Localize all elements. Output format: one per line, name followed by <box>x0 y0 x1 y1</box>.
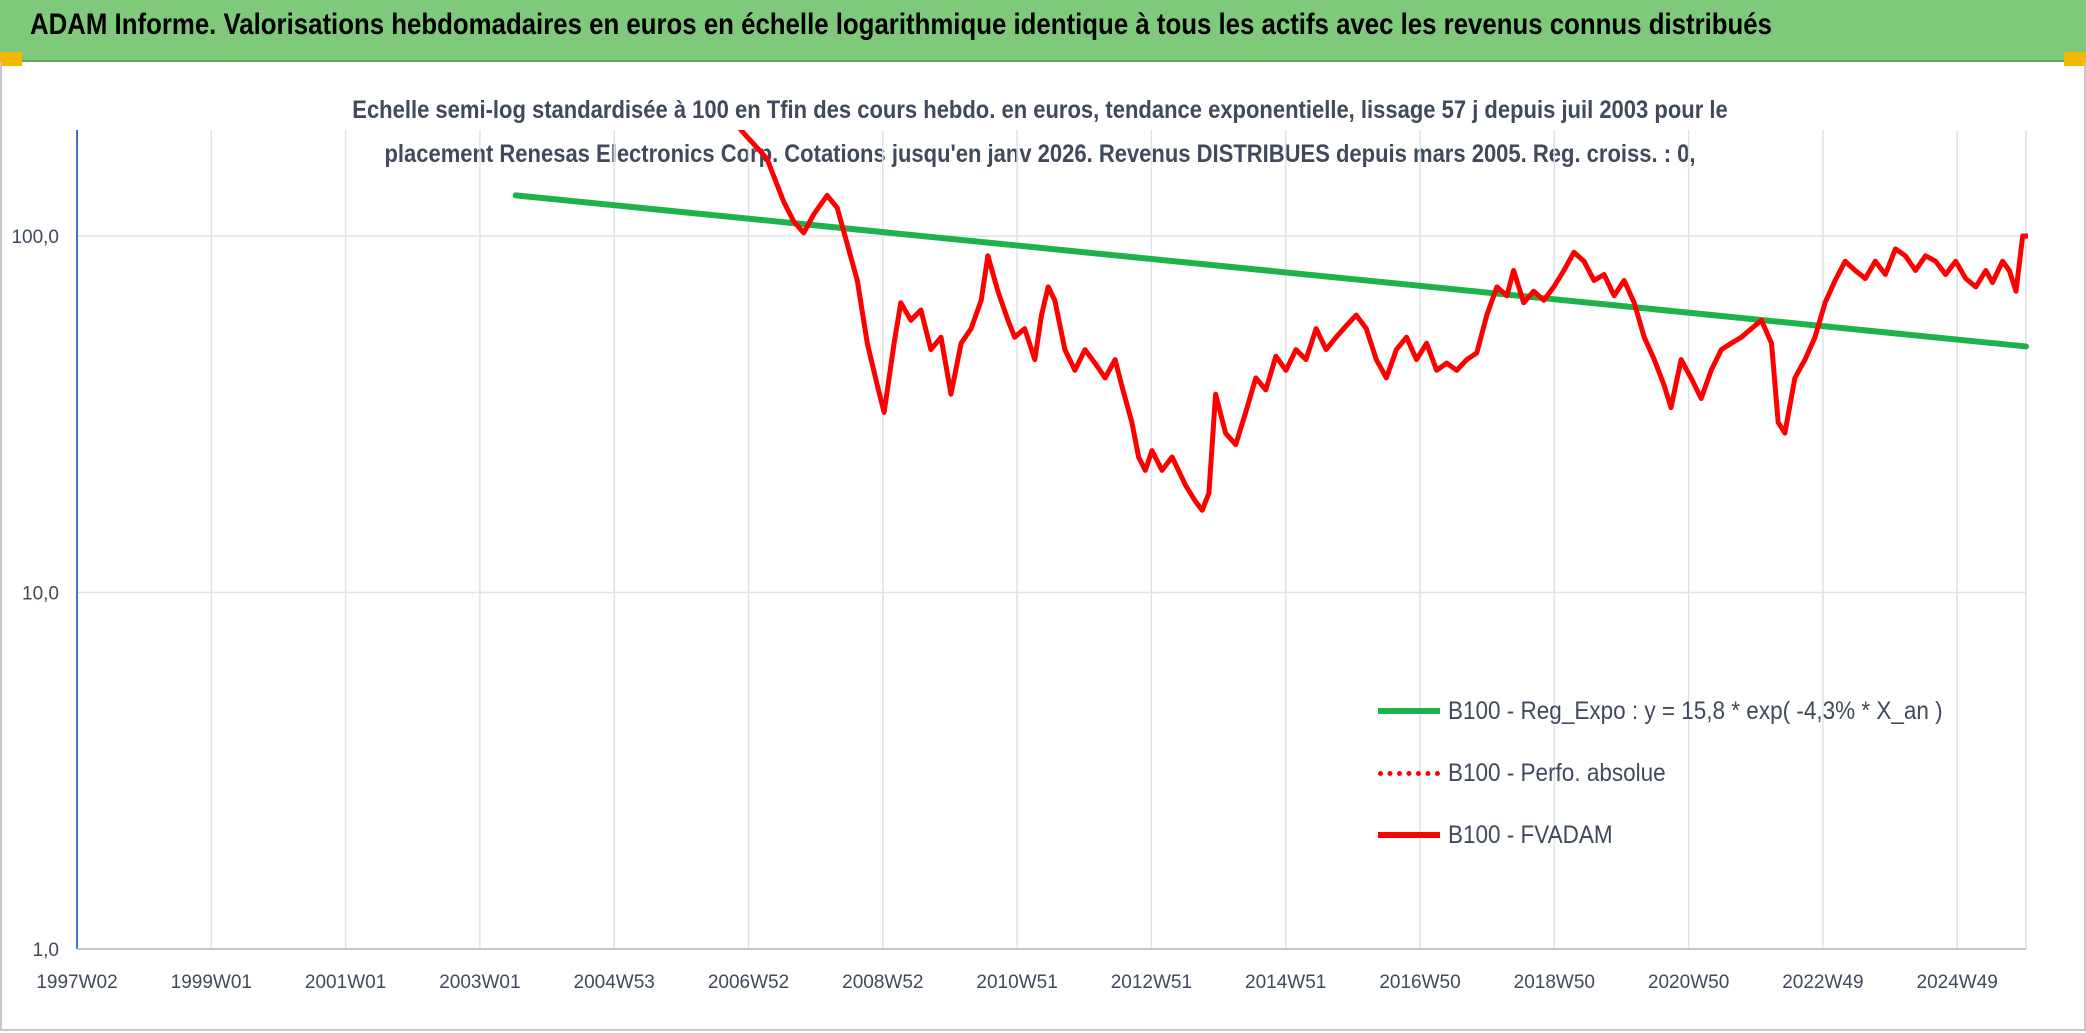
legend-item-reg-expo: B100 - Reg_Expo : y = 15,8 * exp( -4,3% … <box>1378 680 1998 742</box>
chart-legend: B100 - Reg_Expo : y = 15,8 * exp( -4,3% … <box>1378 680 1998 866</box>
x-tick-label: 2006W52 <box>708 972 789 993</box>
x-tick-label: 2003W01 <box>439 972 520 993</box>
subtitle-line-1: Echelle semi-log standardisée à 100 en T… <box>352 96 1728 124</box>
legend-swatch-perfo <box>1378 770 1440 776</box>
title-banner: ADAM Informe. Valorisations hebdomadaire… <box>0 0 2086 62</box>
x-tick-label: 2012W51 <box>1111 972 1192 993</box>
x-tick-label: 2010W51 <box>976 972 1057 993</box>
corner-mark-left <box>0 52 22 66</box>
y-tick-label: 100,0 <box>11 227 59 248</box>
x-tick-label: 1997W02 <box>36 972 117 993</box>
legend-label-perfo: B100 - Perfo. absolue <box>1448 758 1666 787</box>
chart-subtitle: Echelle semi-log standardisée à 100 en T… <box>250 88 1830 176</box>
y-tick-label: 10,0 <box>22 584 59 605</box>
x-tick-label: 2008W52 <box>842 972 923 993</box>
x-tick-label: 2001W01 <box>305 972 386 993</box>
legend-swatch-reg-expo <box>1378 708 1440 714</box>
legend-label-reg-expo: B100 - Reg_Expo : y = 15,8 * exp( -4,3% … <box>1448 696 1943 725</box>
corner-mark-right <box>2064 52 2086 66</box>
chart-frame <box>0 62 2086 1031</box>
legend-label-fvadam: B100 - FVADAM <box>1448 820 1613 849</box>
x-tick-label: 2016W50 <box>1379 972 1460 993</box>
legend-item-fvadam: B100 - FVADAM <box>1378 804 1998 866</box>
x-tick-label: 2024W49 <box>1917 972 1998 993</box>
subtitle-line-2: placement Renesas Electronics Corp. Cota… <box>384 140 1696 168</box>
x-tick-label: 2014W51 <box>1245 972 1326 993</box>
series-reg-expo-line <box>512 192 2029 350</box>
x-tick-label: 1999W01 <box>171 972 252 993</box>
legend-item-perfo: B100 - Perfo. absolue <box>1378 742 1998 804</box>
series-fvadam-line <box>737 130 2028 513</box>
x-tick-label: 2004W53 <box>574 972 655 993</box>
report-title: ADAM Informe. Valorisations hebdomadaire… <box>30 8 1772 41</box>
x-tick-label: 2018W50 <box>1514 972 1595 993</box>
x-tick-label: 2022W49 <box>1782 972 1863 993</box>
legend-swatch-fvadam <box>1378 832 1440 838</box>
x-tick-label: 2020W50 <box>1648 972 1729 993</box>
y-tick-label: 1,0 <box>33 940 59 961</box>
